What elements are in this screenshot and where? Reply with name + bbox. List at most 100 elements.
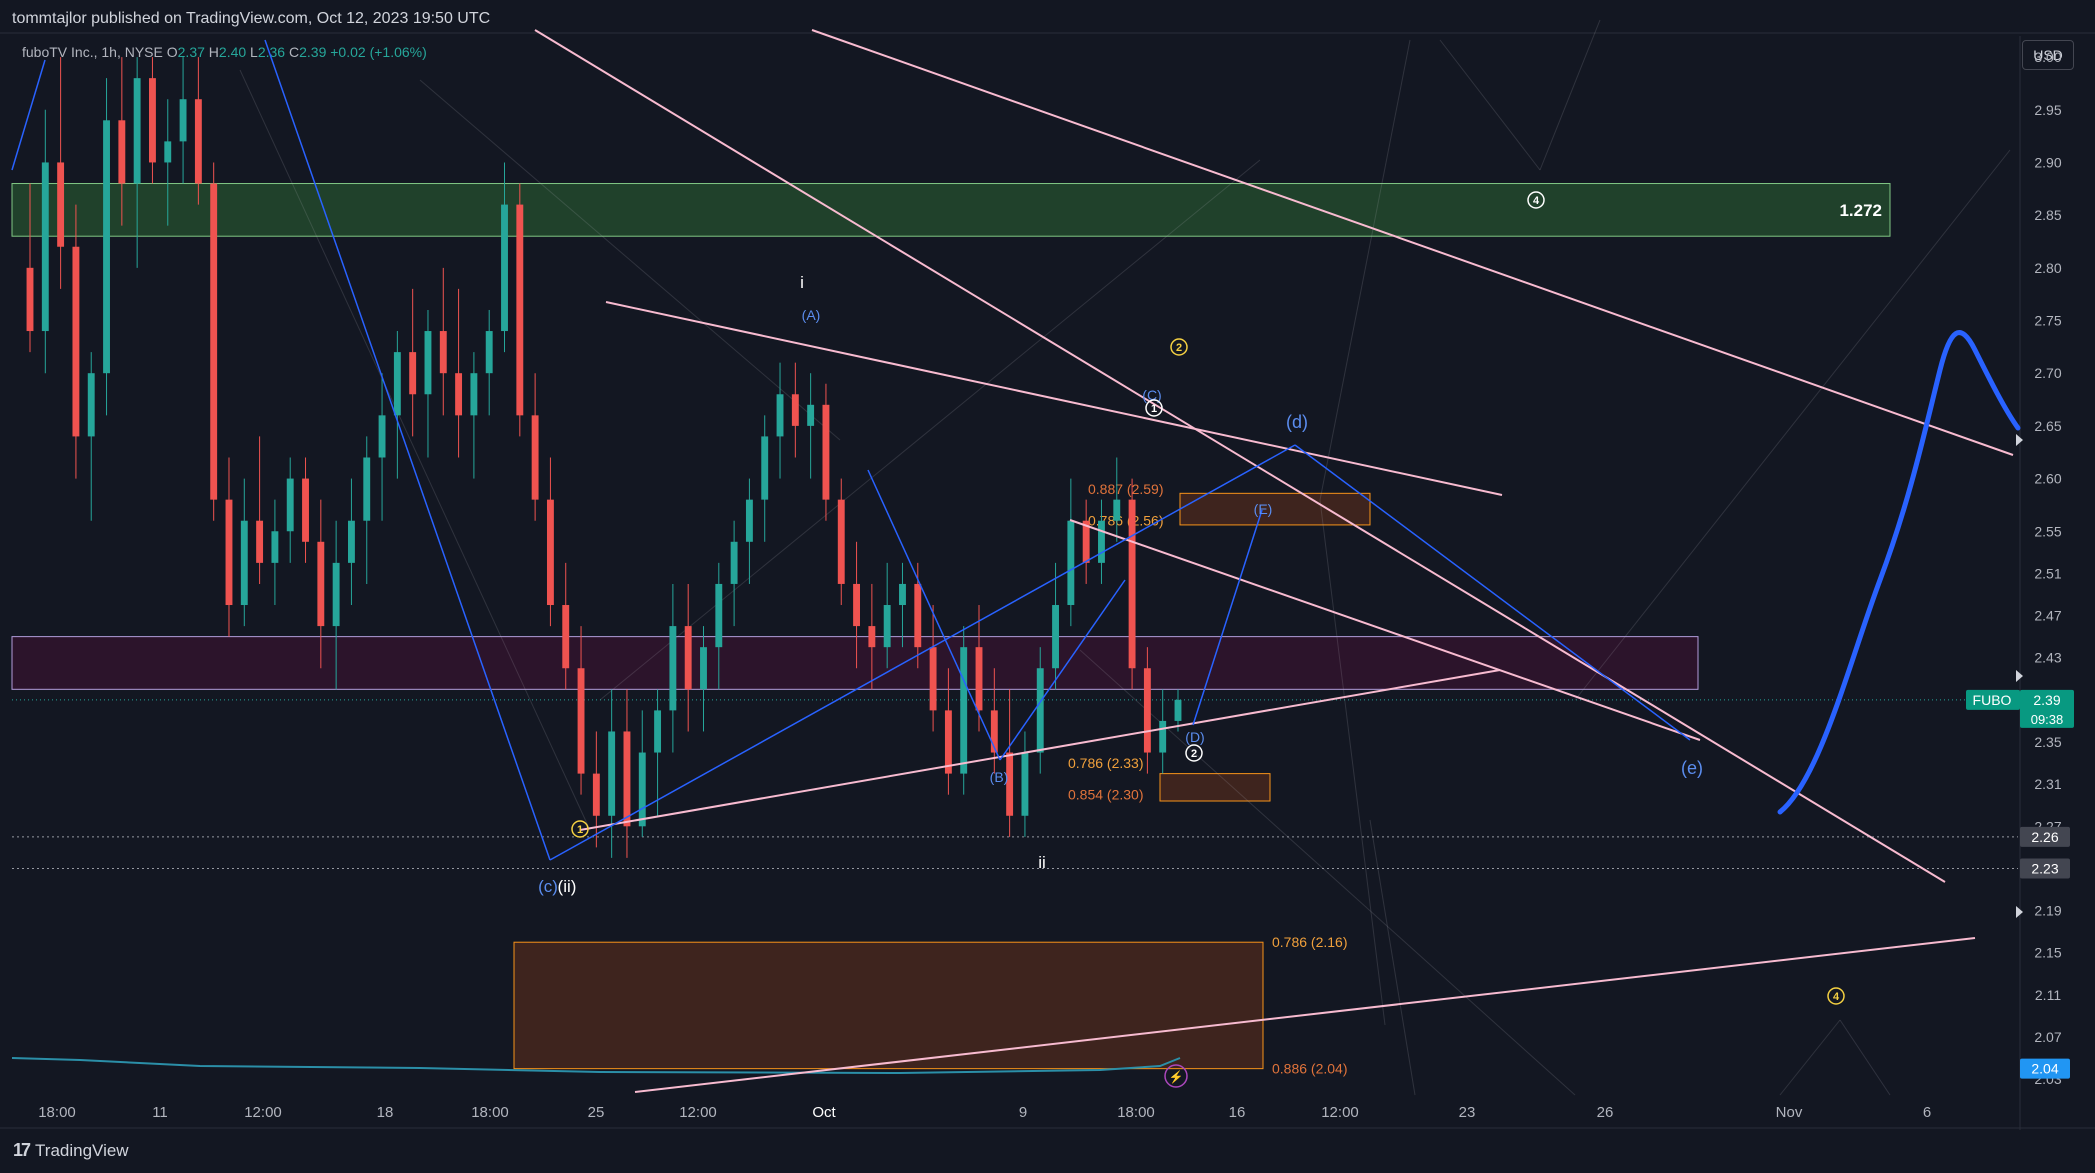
y-axis-tick: 2.07 [2034, 1029, 2061, 1045]
candle-body [1128, 499, 1136, 669]
fib-box-upper [1179, 492, 1371, 526]
candle-body [975, 647, 983, 711]
trend-line-pink [1069, 519, 1701, 741]
wave-marker-circle [1527, 191, 1545, 209]
candle-body [1098, 520, 1105, 563]
candle-body [914, 583, 922, 648]
projection-line [599, 159, 1261, 701]
open-label: O [166, 44, 178, 60]
symbol-legend: fuboTV Inc., 1h, NYSE O2.37 H2.40 L2.36 … [22, 44, 427, 60]
candle-body [194, 99, 202, 184]
candle-body [745, 499, 753, 542]
candle-body [1113, 499, 1121, 521]
fib-label: 0.887 (2.59) [1088, 481, 1164, 497]
wave-line-blue [549, 444, 1296, 861]
resistance-zone-label: 1.272 [1839, 201, 1882, 220]
y-axis-tick: 2.80 [2034, 260, 2061, 276]
support-zone [11, 636, 1699, 690]
y-axis-tick: 2.95 [2034, 102, 2061, 118]
candle-body [531, 415, 539, 500]
trend-line-pink [579, 669, 1501, 831]
wave-label: (B) [990, 769, 1009, 785]
open-value: 2.37 [177, 44, 205, 60]
price-mark-bg [2020, 858, 2070, 879]
candle-body [57, 162, 65, 247]
forecast-path [1777, 330, 2021, 815]
candle-body [730, 541, 738, 584]
fib-box-mid [1159, 773, 1271, 802]
wave-marker-circle [1827, 987, 1845, 1005]
tradingview-logo[interactable]: 17 TradingView [13, 1140, 129, 1161]
candle-body [1021, 752, 1029, 816]
candle-body [700, 647, 707, 690]
wave-marker-circle [1145, 399, 1163, 417]
candle-body [807, 404, 815, 426]
symbol-name[interactable]: fuboTV Inc., 1h, NYSE [22, 44, 163, 60]
event-icon-ring [1164, 1064, 1188, 1088]
candle-body [347, 520, 355, 563]
tradingview-brand: TradingView [35, 1140, 129, 1160]
scale-arrow-icon [2016, 434, 2023, 446]
price-mark-bg [2020, 826, 2070, 847]
last-price-tag-bg [2020, 689, 2074, 728]
candle-body [378, 415, 386, 458]
low-label: L [250, 44, 258, 60]
wave-label: (ii) [558, 877, 577, 896]
x-axis-tick: 18:00 [471, 1104, 509, 1121]
projection-line [1779, 1019, 1841, 1096]
candle-body [1067, 520, 1075, 606]
x-axis-tick: 11 [152, 1104, 168, 1121]
projection-line [1319, 39, 1411, 501]
candle-body [684, 626, 692, 690]
candle-body [822, 404, 830, 500]
y-axis-tick: 2.15 [2034, 945, 2061, 961]
wave-label: ii [1038, 853, 1046, 872]
high-value: 2.40 [218, 44, 247, 60]
wave-marker-circle [1185, 744, 1203, 762]
candle-body [715, 583, 723, 648]
wave-marker-circle [1170, 338, 1188, 356]
currency-button[interactable]: USD [2022, 40, 2074, 70]
y-axis-tick: 2.43 [2034, 650, 2061, 666]
candle-body [118, 120, 126, 184]
wave-line-blue [1294, 444, 1691, 741]
scale-arrow-icon [2016, 906, 2023, 918]
projection-line [239, 69, 591, 831]
candle-body [393, 352, 401, 416]
wave-marker-circle [571, 820, 589, 838]
y-axis-tick: 2.55 [2034, 523, 2061, 539]
trend-line-pink [605, 301, 1503, 496]
trend-line-pink [534, 29, 1946, 883]
projection-line [1369, 819, 1416, 1096]
fib-label: 0.854 (2.30) [1068, 787, 1144, 803]
x-axis-tick: 12:00 [1321, 1104, 1359, 1121]
x-axis-tick: 12:00 [679, 1104, 717, 1121]
candle-body [1052, 605, 1059, 669]
candle-body [883, 605, 891, 648]
candle-body [240, 520, 248, 606]
trend-line-pink [634, 937, 1976, 1093]
fib-label: 0.786 (2.16) [1272, 934, 1348, 950]
wave-marker-number: 2 [1191, 748, 1197, 760]
candle-body [363, 457, 371, 521]
candle-body [332, 562, 340, 627]
candle-body [868, 626, 876, 648]
wave-label: (e) [1681, 758, 1703, 778]
y-axis-tick: 2.47 [2034, 608, 2061, 624]
y-axis-tick: 2.11 [2035, 987, 2061, 1003]
candle-body [1159, 720, 1167, 753]
candle-body [562, 605, 570, 669]
last-price-tag: 2.39 [2033, 692, 2060, 708]
candle-body [439, 331, 447, 374]
x-axis-tick: 18 [377, 1104, 394, 1121]
wave-label: (d) [1286, 412, 1308, 432]
candle-body [317, 541, 325, 627]
wave-marker-number: 1 [1151, 403, 1157, 415]
candle-body [72, 246, 80, 437]
price-mark: 2.26 [2031, 829, 2058, 845]
wave-line-blue [11, 59, 46, 171]
candle-body [302, 478, 309, 542]
candle-body [791, 394, 799, 426]
candle-body [1036, 668, 1044, 753]
